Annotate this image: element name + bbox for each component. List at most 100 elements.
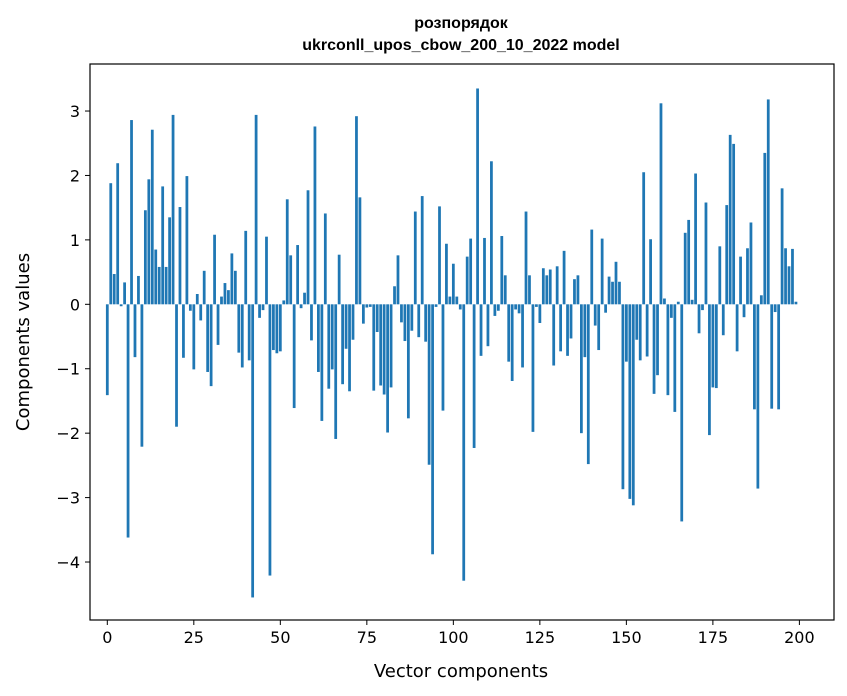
bar: [607, 276, 611, 305]
bar: [216, 304, 220, 345]
bar: [406, 304, 410, 419]
bar: [777, 304, 781, 410]
y-tick-label: −2: [56, 424, 80, 443]
x-tick-label: 125: [525, 628, 556, 647]
bar: [202, 270, 206, 305]
bar: [227, 290, 230, 305]
bar: [773, 304, 777, 313]
bar: [586, 304, 590, 465]
x-axis-label: Vector components: [374, 661, 548, 682]
bar: [545, 275, 549, 305]
bar: [759, 295, 763, 305]
y-axis: −4 −3 −2 −1 0 1 2 3: [56, 102, 90, 572]
bar: [220, 296, 223, 305]
bar: [445, 243, 448, 305]
bar: [604, 304, 607, 313]
bar: [123, 282, 126, 305]
bar: [472, 304, 476, 448]
bar: [355, 116, 358, 305]
bar: [507, 304, 511, 362]
chart-subtitle: ukrconll_upos_cbow_200_10_2022 model: [302, 37, 619, 54]
bar: [310, 304, 313, 341]
bar: [479, 304, 483, 356]
bar: [119, 304, 123, 307]
y-tick-label: −4: [56, 553, 80, 572]
bar: [483, 237, 486, 305]
y-tick-label: 0: [70, 295, 80, 314]
y-tick-label: −3: [56, 489, 80, 508]
bar: [413, 211, 417, 305]
bar: [337, 254, 341, 305]
bar: [593, 304, 597, 326]
bar: [130, 120, 133, 305]
y-tick-label: 2: [70, 166, 80, 185]
bar: [739, 256, 742, 305]
bar: [330, 304, 334, 370]
bar: [213, 234, 216, 305]
bar: [756, 304, 760, 489]
bar: [410, 304, 414, 331]
bar: [718, 246, 722, 305]
bar: [701, 304, 704, 311]
bar: [320, 304, 324, 421]
bar: [351, 304, 355, 340]
bar: [663, 298, 666, 305]
bar: [150, 129, 154, 305]
bar: [614, 261, 618, 305]
bar: [403, 304, 407, 342]
bar: [666, 304, 670, 396]
bar: [164, 266, 168, 305]
bar: [323, 213, 327, 305]
bar: [524, 211, 528, 305]
bar: [306, 190, 310, 305]
x-tick-label: 0: [102, 628, 112, 647]
bar: [659, 103, 663, 305]
bar: [268, 304, 272, 576]
bar: [687, 219, 691, 305]
bar: [669, 304, 673, 318]
bar: [161, 186, 165, 305]
bar: [420, 196, 424, 305]
bar: [254, 114, 258, 305]
bar: [746, 248, 749, 305]
bar: [296, 245, 300, 305]
bar: [680, 304, 684, 522]
bar: [223, 283, 227, 305]
bar: [247, 304, 251, 361]
chart-title: розпорядок: [414, 15, 509, 32]
bar: [344, 304, 348, 349]
bar: [583, 304, 587, 358]
bar: [794, 301, 798, 305]
bar: [490, 161, 493, 305]
bar: [676, 301, 680, 305]
bar: [278, 304, 282, 352]
bar: [635, 304, 639, 340]
bar: [500, 236, 504, 305]
bar: [469, 238, 473, 305]
bar: [427, 304, 431, 465]
bar: [182, 304, 185, 358]
bar: [652, 304, 656, 394]
bar: [763, 152, 767, 305]
bar: [361, 304, 365, 324]
bar: [112, 274, 116, 305]
bar: [597, 304, 601, 351]
bar: [382, 304, 386, 395]
bar: [538, 304, 542, 323]
bar: [368, 304, 372, 307]
bar: [109, 183, 113, 305]
bar: [683, 232, 687, 305]
bar: [341, 304, 344, 385]
bar: [742, 304, 746, 318]
y-tick-label: −1: [56, 360, 80, 379]
bar: [528, 275, 531, 305]
y-axis-label: Components values: [13, 253, 34, 431]
bar: [386, 304, 389, 433]
bar: [476, 88, 479, 305]
bar: [441, 304, 445, 411]
bar: [531, 304, 535, 432]
bar: [393, 286, 396, 305]
bar: [199, 304, 203, 321]
y-tick-label: 3: [70, 102, 80, 121]
